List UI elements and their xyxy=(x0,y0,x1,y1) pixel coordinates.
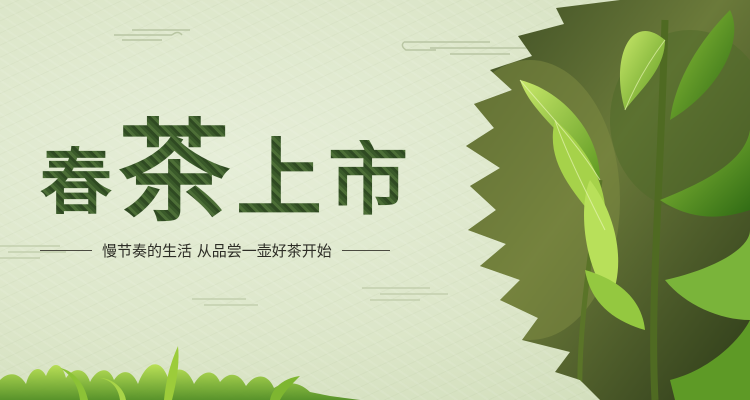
subtitle: 慢节奏的生活 从品尝一壶好茶开始 xyxy=(102,241,332,260)
title-char: 上 xyxy=(236,129,323,229)
tea-shoots-foliage xyxy=(0,340,360,400)
title-char: 春 xyxy=(40,140,113,224)
cloud-line-icon xyxy=(0,240,70,260)
page-title: 春 茶 上 市 xyxy=(40,98,408,228)
cloud-line-icon xyxy=(400,36,530,58)
title-char: 茶 xyxy=(118,107,231,237)
divider xyxy=(341,249,390,251)
cloud-line-icon xyxy=(360,282,450,302)
title-char: 市 xyxy=(328,133,409,226)
tea-leaves-photo xyxy=(460,0,750,400)
cloud-line-icon xyxy=(190,294,260,310)
subtitle-row: 慢节奏的生活 从品尝一壶好茶开始 xyxy=(40,238,430,262)
divider xyxy=(40,249,92,251)
cloud-line-icon xyxy=(112,26,192,44)
